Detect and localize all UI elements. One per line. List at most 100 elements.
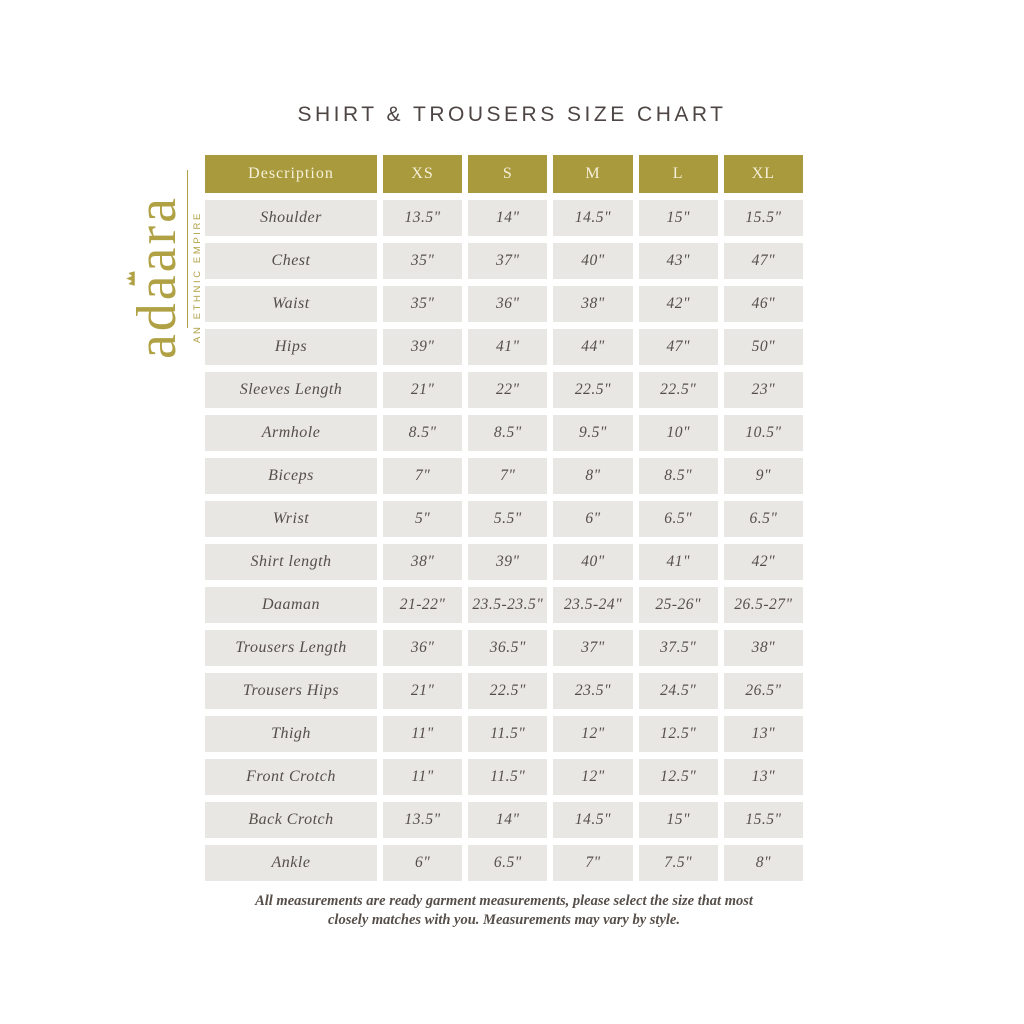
size-cell-hips-xs: 39" xyxy=(383,329,463,365)
size-cell-trousers-length-xs: 36" xyxy=(383,630,463,666)
row-label-shoulder: Shoulder xyxy=(205,200,377,236)
size-cell-back-crotch-l: 15" xyxy=(638,802,718,838)
size-cell-hips-m: 44" xyxy=(553,329,633,365)
size-cell-biceps-l: 8.5" xyxy=(638,458,718,494)
footer-line-2: closely matches with you. Measurements m… xyxy=(328,911,680,928)
size-cell-trousers-length-l: 37.5" xyxy=(638,630,718,666)
size-cell-shoulder-xl: 15.5" xyxy=(723,200,803,236)
row-label-ankle: Ankle xyxy=(205,845,377,881)
row-label-hips: Hips xyxy=(205,329,377,365)
column-header-xs: XS xyxy=(383,155,463,193)
size-cell-trousers-hips-xs: 21" xyxy=(383,673,463,709)
size-cell-sleeves-length-xl: 23" xyxy=(723,372,803,408)
size-cell-daaman-m: 23.5-24" xyxy=(553,587,633,623)
size-cell-shirt-length-s: 39" xyxy=(468,544,548,580)
size-cell-biceps-xl: 9" xyxy=(723,458,803,494)
size-cell-trousers-hips-m: 23.5" xyxy=(553,673,633,709)
row-label-wrist: Wrist xyxy=(205,501,377,537)
size-cell-daaman-xl: 26.5-27" xyxy=(723,587,803,623)
size-cell-shirt-length-m: 40" xyxy=(553,544,633,580)
size-cell-hips-xl: 50" xyxy=(723,329,803,365)
size-cell-wrist-m: 6" xyxy=(553,501,633,537)
row-label-armhole: Armhole xyxy=(205,415,377,451)
size-cell-chest-m: 40" xyxy=(553,243,633,279)
size-cell-shirt-length-xs: 38" xyxy=(383,544,463,580)
brand-logo-inner: adaara AN ETHNIC EMPIRE xyxy=(126,162,208,392)
size-cell-hips-s: 41" xyxy=(468,329,548,365)
size-cell-chest-s: 37" xyxy=(468,243,548,279)
size-cell-waist-xs: 35" xyxy=(383,286,463,322)
size-cell-waist-s: 36" xyxy=(468,286,548,322)
size-cell-chest-xl: 47" xyxy=(723,243,803,279)
size-cell-trousers-length-m: 37" xyxy=(553,630,633,666)
row-label-thigh: Thigh xyxy=(205,716,377,752)
size-cell-trousers-length-s: 36.5" xyxy=(468,630,548,666)
size-cell-armhole-m: 9.5" xyxy=(553,415,633,451)
size-cell-ankle-xl: 8" xyxy=(723,845,803,881)
size-cell-trousers-hips-s: 22.5" xyxy=(468,673,548,709)
size-cell-sleeves-length-l: 22.5" xyxy=(638,372,718,408)
size-cell-biceps-s: 7" xyxy=(468,458,548,494)
size-cell-shoulder-l: 15" xyxy=(638,200,718,236)
size-cell-front-crotch-xs: 11" xyxy=(383,759,463,795)
row-label-back-crotch: Back Crotch xyxy=(205,802,377,838)
size-cell-ankle-s: 6.5" xyxy=(468,845,548,881)
size-cell-shoulder-m: 14.5" xyxy=(553,200,633,236)
size-cell-thigh-xl: 13" xyxy=(723,716,803,752)
size-cell-thigh-m: 12" xyxy=(553,716,633,752)
size-cell-back-crotch-xl: 15.5" xyxy=(723,802,803,838)
size-cell-front-crotch-xl: 13" xyxy=(723,759,803,795)
size-cell-sleeves-length-m: 22.5" xyxy=(553,372,633,408)
row-label-front-crotch: Front Crotch xyxy=(205,759,377,795)
size-cell-thigh-s: 11.5" xyxy=(468,716,548,752)
page-title: SHIRT & TROUSERS SIZE CHART xyxy=(297,103,727,126)
size-cell-sleeves-length-s: 22" xyxy=(468,372,548,408)
size-cell-wrist-xl: 6.5" xyxy=(723,501,803,537)
size-cell-waist-m: 38" xyxy=(553,286,633,322)
size-cell-waist-l: 42" xyxy=(638,286,718,322)
size-cell-wrist-l: 6.5" xyxy=(638,501,718,537)
size-cell-armhole-xl: 10.5" xyxy=(723,415,803,451)
size-cell-daaman-xs: 21-22" xyxy=(383,587,463,623)
row-label-sleeves-length: Sleeves Length xyxy=(205,372,377,408)
size-cell-biceps-m: 8" xyxy=(553,458,633,494)
brand-tagline: AN ETHNIC EMPIRE xyxy=(191,211,203,343)
size-cell-back-crotch-m: 14.5" xyxy=(553,802,633,838)
row-label-daaman: Daaman xyxy=(205,587,377,623)
column-header-xl: XL xyxy=(723,155,803,193)
size-cell-wrist-s: 5.5" xyxy=(468,501,548,537)
size-cell-ankle-l: 7.5" xyxy=(638,845,718,881)
size-table: Description XS S M L XL Shoulder 13.5" 14" 14.5" 1… xyxy=(205,155,803,881)
footer-note: All measurements are ready garment measu… xyxy=(205,892,803,929)
size-cell-thigh-l: 12.5" xyxy=(638,716,718,752)
size-cell-trousers-hips-xl: 26.5" xyxy=(723,673,803,709)
column-header-m: M xyxy=(553,155,633,193)
row-label-waist: Waist xyxy=(205,286,377,322)
size-cell-shoulder-xs: 13.5" xyxy=(383,200,463,236)
size-cell-front-crotch-m: 12" xyxy=(553,759,633,795)
row-label-trousers-length: Trousers Length xyxy=(205,630,377,666)
size-cell-armhole-l: 10" xyxy=(638,415,718,451)
size-cell-thigh-xs: 11" xyxy=(383,716,463,752)
footer-line-1: All measurements are ready garment measu… xyxy=(255,893,753,909)
size-cell-back-crotch-s: 14" xyxy=(468,802,548,838)
size-cell-front-crotch-s: 11.5" xyxy=(468,759,548,795)
size-cell-waist-xl: 46" xyxy=(723,286,803,322)
size-cell-trousers-hips-l: 24.5" xyxy=(638,673,718,709)
size-cell-shirt-length-xl: 42" xyxy=(723,544,803,580)
size-cell-chest-xs: 35" xyxy=(383,243,463,279)
column-header-description: Description xyxy=(205,155,377,193)
row-label-chest: Chest xyxy=(205,243,377,279)
size-cell-front-crotch-l: 12.5" xyxy=(638,759,718,795)
row-label-trousers-hips: Trousers Hips xyxy=(205,673,377,709)
crown-icon xyxy=(125,270,136,287)
size-cell-wrist-xs: 5" xyxy=(383,501,463,537)
size-cell-ankle-m: 7" xyxy=(553,845,633,881)
size-cell-chest-l: 43" xyxy=(638,243,718,279)
size-cell-sleeves-length-xs: 21" xyxy=(383,372,463,408)
size-cell-armhole-s: 8.5" xyxy=(468,415,548,451)
size-cell-trousers-length-xl: 38" xyxy=(723,630,803,666)
size-cell-hips-l: 47" xyxy=(638,329,718,365)
size-cell-shoulder-s: 14" xyxy=(468,200,548,236)
